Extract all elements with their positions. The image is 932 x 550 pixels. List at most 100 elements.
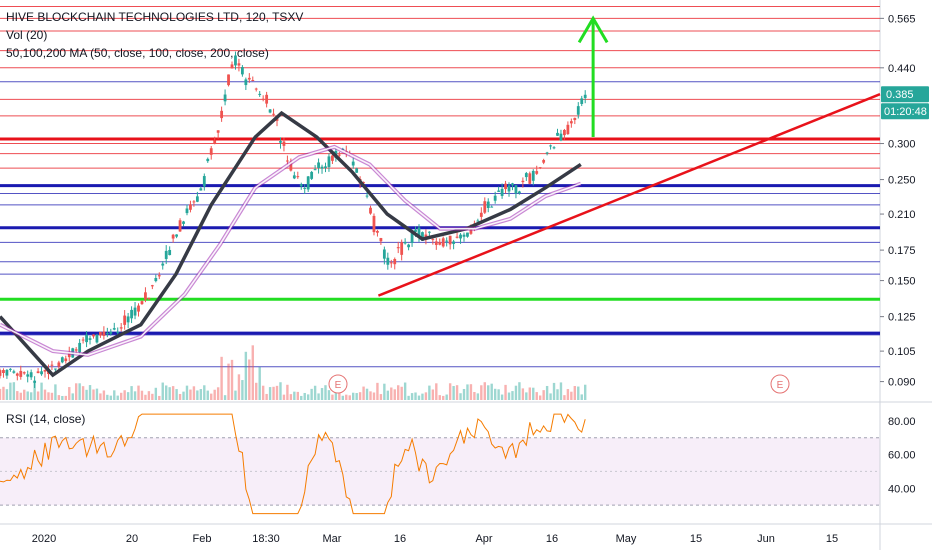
volume-bar-154 [532,387,535,400]
price-tick-label-0: 0.565 [888,13,916,25]
volume-bar-32 [109,395,113,400]
candle-body-28 [95,334,99,343]
volume-bar-133 [459,393,462,400]
volume-bar-49 [168,387,171,400]
volume-bar-148 [511,391,514,400]
volume-bar-165 [570,391,573,400]
candle-body-113 [389,262,393,264]
candle-body-161 [556,132,559,136]
price-tick-label-5: 0.210 [888,209,916,221]
volume-bar-140 [483,382,486,400]
candle-body-34 [116,331,120,333]
candle-body-49 [168,249,172,256]
volume-bar-93 [320,388,324,400]
volume-bar-73 [251,345,254,400]
volume-bar-34 [116,395,119,400]
volume-bar-53 [182,391,185,400]
volume-bar-136 [469,384,473,400]
earnings-label-1: E [777,380,784,391]
volume-bar-92 [317,393,320,400]
volume-bar-1 [2,386,5,400]
candle-body-61 [209,148,213,155]
earnings-label-0: E [335,380,342,391]
volume-bar-42 [144,394,147,400]
volume-bar-167 [577,386,580,400]
volume-bar-152 [525,392,528,400]
volume-bar-110 [379,394,383,400]
candle-body-66 [227,74,230,86]
candle-body-139 [479,212,483,217]
candle-body-102 [351,161,355,166]
volume-bar-146 [504,384,507,400]
volume-bar-35 [119,392,123,400]
candle-body-42 [144,292,147,300]
candle-body-118 [407,244,411,248]
volume-bar-164 [566,389,570,400]
volume-bar-4 [12,382,16,400]
candle-body-70 [240,67,244,75]
time-tick-label-9: 15 [690,533,702,545]
volume-bar-79 [272,386,275,400]
volume-bar-82 [282,394,286,400]
candle-body-111 [382,249,386,259]
candle-body-156 [538,167,542,169]
volume-bar-114 [393,389,396,400]
candle-body-152 [524,173,528,178]
candle-body-163 [563,129,566,136]
candle-body-65 [223,94,227,102]
candle-body-112 [386,257,390,265]
volume-bar-60 [206,390,209,400]
volume-bar-106 [365,388,369,400]
candle-body-44 [150,285,154,287]
candle-body-89 [306,176,310,190]
price-tick-label-7: 0.150 [888,276,916,288]
price-tick-label-1: 0.440 [888,63,916,75]
candle-body-147 [507,185,511,192]
volume-bar-101 [348,395,351,400]
candle-body-7 [22,372,26,374]
volume-bar-132 [455,385,459,400]
volume-bar-149 [514,385,518,400]
time-tick-label-10: Jun [757,533,775,545]
candle-body-57 [195,196,199,202]
volume-bar-38 [130,386,133,400]
volume-bar-12 [40,382,43,400]
volume-bar-66 [227,363,230,400]
candle-body-25 [85,334,88,343]
volume-bar-158 [545,385,549,400]
volume-bar-124 [428,385,431,400]
volume-bar-54 [185,385,189,400]
volume-bar-169 [584,384,587,400]
candle-body-162 [559,133,563,141]
price-tick-label-10: 0.090 [888,377,916,389]
last-price-label: 0.385 [886,89,914,101]
volume-bar-31 [106,394,109,400]
candle-body-10 [33,380,37,383]
candle-body-106 [365,195,369,197]
candle-body-95 [327,156,331,168]
volume-bar-168 [580,394,583,400]
volume-bar-80 [275,385,279,400]
volume-label: Vol (20) [6,28,48,42]
volume-bar-48 [165,385,168,400]
volume-bar-11 [36,391,40,400]
ma-line-0 [0,110,582,378]
volume-bar-13 [43,389,47,400]
volume-bar-59 [203,385,206,400]
volume-bar-81 [279,382,282,400]
earnings-marker-1 [770,374,790,394]
volume-bar-24 [81,386,85,400]
candle-body-140 [483,201,487,213]
candle-body-144 [497,190,501,192]
volume-bar-162 [559,382,563,400]
candle-body-105 [362,182,365,184]
volume-bar-23 [78,383,81,400]
volume-bar-36 [123,390,126,400]
volume-bar-166 [573,386,577,400]
candle-body-131 [452,241,456,244]
volume-bar-15 [50,392,54,400]
candle-body-142 [490,206,494,208]
candle-body-39 [133,307,137,316]
candle-body-88 [303,187,307,189]
